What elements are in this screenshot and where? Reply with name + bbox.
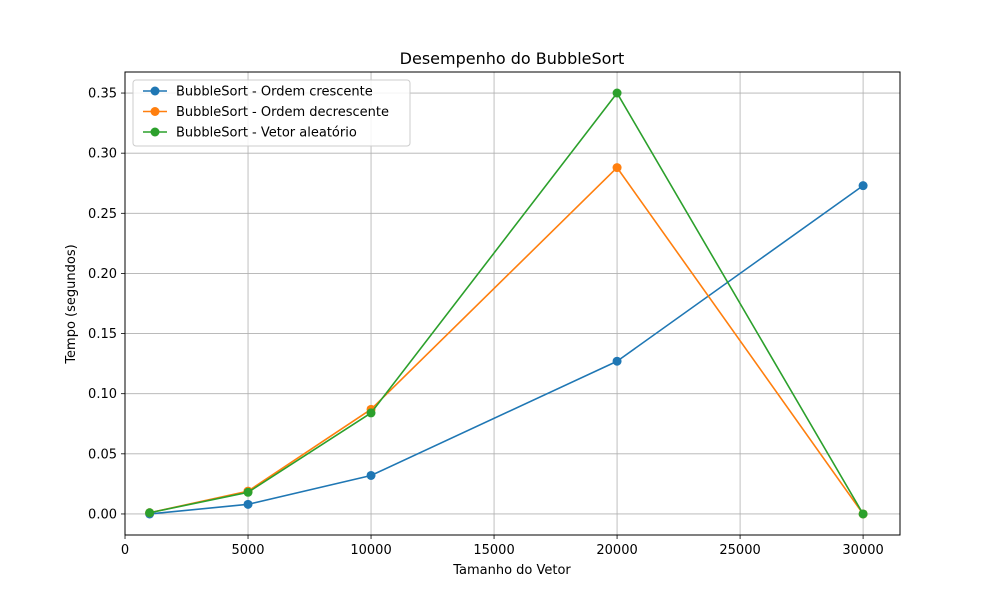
series-1 <box>145 181 868 519</box>
x-tick-label: 30000 <box>842 543 883 558</box>
legend-marker <box>150 86 160 96</box>
y-tick-label: 0.35 <box>88 87 117 102</box>
data-point <box>243 499 253 509</box>
y-tick-label: 0.05 <box>88 447 117 462</box>
data-point <box>612 356 622 366</box>
legend-box <box>132 79 411 147</box>
series-3 <box>145 88 868 519</box>
legend-item: BubbleSort - Ordem decrescente <box>143 105 389 120</box>
data-point <box>858 181 868 191</box>
series-2 <box>145 163 868 519</box>
x-tick-label: 15000 <box>473 543 514 558</box>
x-axis-label: Tamanho do Vetor <box>452 563 571 578</box>
chart-title: Desempenho do BubbleSort <box>400 49 625 68</box>
data-point <box>858 509 868 519</box>
x-tick-label: 20000 <box>596 543 637 558</box>
axis-ticks: 0 5000 10000 15000 20000 25000 30000 0.00 0.05 0.… <box>88 87 884 558</box>
data-point <box>366 408 376 418</box>
series-line <box>149 184 864 515</box>
y-tick-label: 0.10 <box>88 387 117 402</box>
data-point <box>243 487 253 497</box>
legend-marker <box>150 127 160 137</box>
legend-label: BubbleSort - Ordem decrescente <box>176 105 389 120</box>
legend-item: BubbleSort - Ordem crescente <box>143 85 373 100</box>
x-tick-label: 0 <box>121 543 129 558</box>
data-point <box>366 470 376 480</box>
data-point <box>145 508 155 518</box>
x-tick-label: 10000 <box>350 543 391 558</box>
y-tick-label: 0.20 <box>88 267 117 282</box>
legend-item: BubbleSort - Vetor aleatório <box>143 126 357 141</box>
legend-label: BubbleSort - Vetor aleatório <box>176 126 357 141</box>
y-tick-label: 0.25 <box>88 207 117 222</box>
x-tick-label: 25000 <box>719 543 760 558</box>
legend-label: BubbleSort - Ordem crescente <box>176 85 373 100</box>
y-tick-label: 0.00 <box>88 507 117 522</box>
y-tick-label: 0.15 <box>88 327 117 342</box>
y-axis-label: Tempo (segundos) <box>64 244 79 364</box>
legend: BubbleSort - Ordem crescente BubbleSort -… <box>132 79 411 147</box>
series-line <box>149 166 864 515</box>
data-point <box>612 88 622 98</box>
plot-frame <box>124 71 901 536</box>
legend-marker <box>150 107 160 116</box>
series-lines <box>145 88 868 519</box>
data-point <box>612 163 622 173</box>
x-tick-label: 5000 <box>231 543 264 558</box>
series-line <box>149 92 864 515</box>
y-tick-label: 0.30 <box>88 147 117 162</box>
